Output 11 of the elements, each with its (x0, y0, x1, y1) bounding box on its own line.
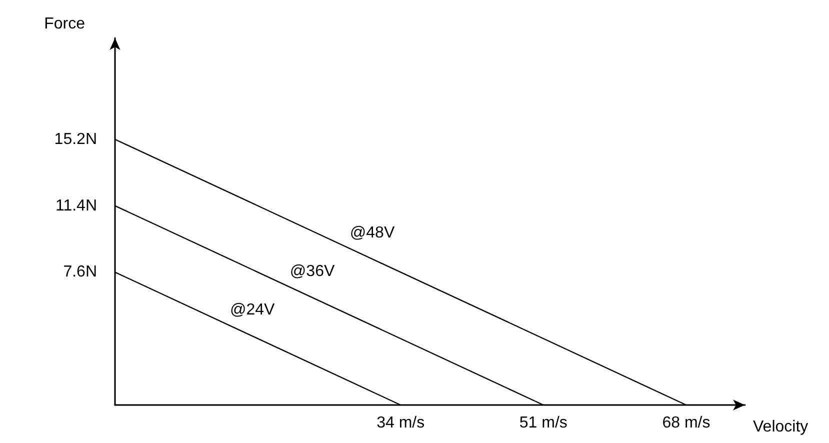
x-tick-label: 34 m/s (376, 414, 425, 432)
series-label: @36V (290, 262, 335, 280)
y-tick-label: 15.2N (54, 130, 97, 148)
y-axis-title: Force (44, 16, 86, 32)
x-tick-label: 51 m/s (519, 414, 568, 432)
x-tick-label: 68 m/s (662, 414, 710, 432)
y-tick-label: 7.6N (63, 264, 97, 281)
x-axis-title: Velocity (753, 418, 808, 436)
series-label: @24V (230, 301, 275, 318)
series-label: @48V (350, 224, 395, 242)
y-tick-label: 11.4N (55, 197, 97, 214)
